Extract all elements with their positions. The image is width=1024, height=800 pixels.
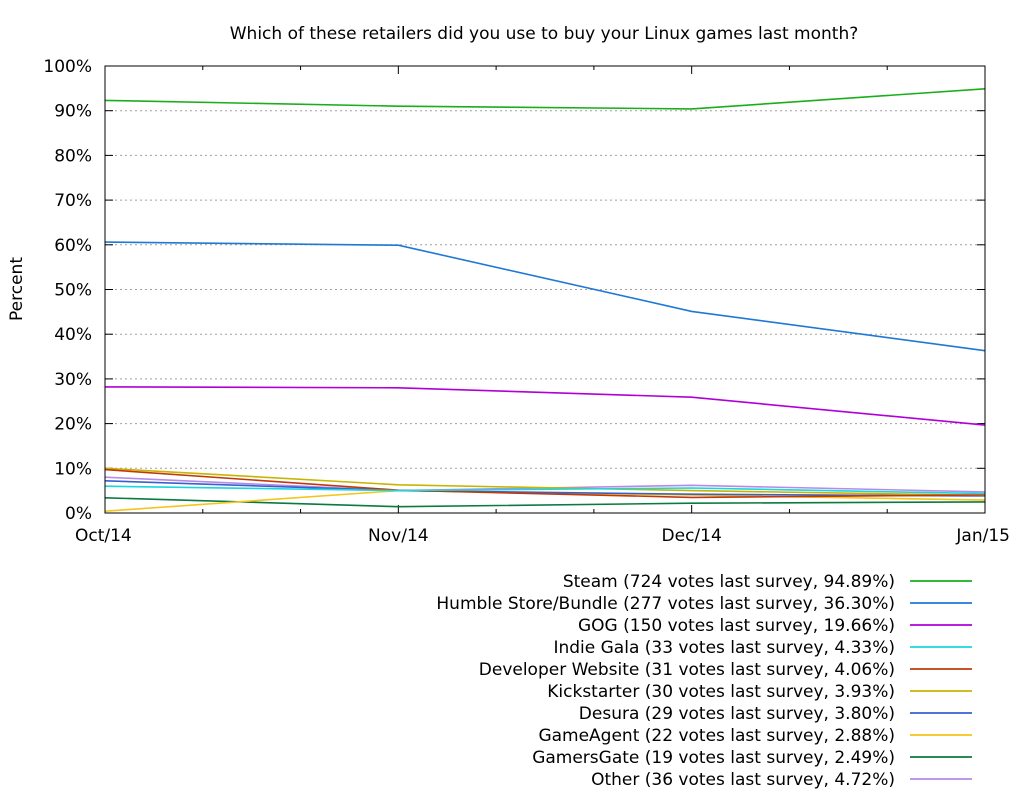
- legend-label: Indie Gala (33 votes last survey, 4.33%): [553, 638, 895, 658]
- series-line: [104, 485, 986, 495]
- x-axis-ticks: Oct/14 Nov/14 Dec/14 Jan/15: [75, 66, 1010, 546]
- y-tick-label: 30%: [54, 370, 92, 390]
- legend-label: GamersGate (19 votes last survey, 2.49%): [532, 748, 895, 768]
- series-line: [104, 497, 986, 508]
- x-tick-label: Nov/14: [368, 526, 429, 546]
- y-tick-label: 40%: [54, 325, 92, 345]
- series-line: [104, 88, 986, 110]
- series-line: [104, 386, 986, 426]
- legend-label: GOG (150 votes last survey, 19.66%): [578, 616, 895, 636]
- y-axis-ticks: 0% 10% 20% 30% 40% 50% 60% 70% 80% 90% 100%: [43, 57, 985, 524]
- chart-title: Which of these retailers did you use to …: [230, 24, 859, 44]
- y-tick-label: 80%: [54, 146, 92, 166]
- series-lines: [104, 88, 986, 512]
- y-tick-label: 60%: [54, 236, 92, 256]
- y-axis-label: Percent: [7, 257, 27, 321]
- plot-frame: [104, 65, 986, 514]
- series-line: [104, 241, 986, 352]
- y-tick-label: 10%: [54, 459, 92, 479]
- x-tick-label: Jan/15: [955, 526, 1010, 546]
- x-tick-label: Dec/14: [662, 526, 722, 546]
- legend-label: Desura (29 votes last survey, 3.80%): [579, 704, 895, 724]
- y-tick-label: 0%: [65, 504, 92, 524]
- series-line: [104, 480, 986, 497]
- legend-label: Humble Store/Bundle (277 votes last surv…: [436, 594, 895, 614]
- y-tick-label: 20%: [54, 415, 92, 435]
- y-tick-label: 70%: [54, 191, 92, 211]
- legend-label: Steam (724 votes last survey, 94.89%): [563, 572, 895, 592]
- grid: [105, 110, 985, 469]
- legend: Steam (724 votes last survey, 94.89%)Hum…: [436, 572, 972, 790]
- legend-label: Other (36 votes last survey, 4.72%): [591, 770, 895, 790]
- y-tick-label: 100%: [43, 57, 92, 77]
- series-line: [104, 467, 986, 497]
- y-tick-label: 50%: [54, 281, 92, 301]
- x-tick-label: Oct/14: [75, 526, 132, 546]
- series-line: [104, 468, 986, 499]
- y-tick-label: 90%: [54, 102, 92, 122]
- legend-label: Kickstarter (30 votes last survey, 3.93%…: [547, 682, 895, 702]
- legend-label: Developer Website (31 votes last survey,…: [479, 660, 895, 680]
- legend-label: GameAgent (22 votes last survey, 2.88%): [538, 726, 895, 746]
